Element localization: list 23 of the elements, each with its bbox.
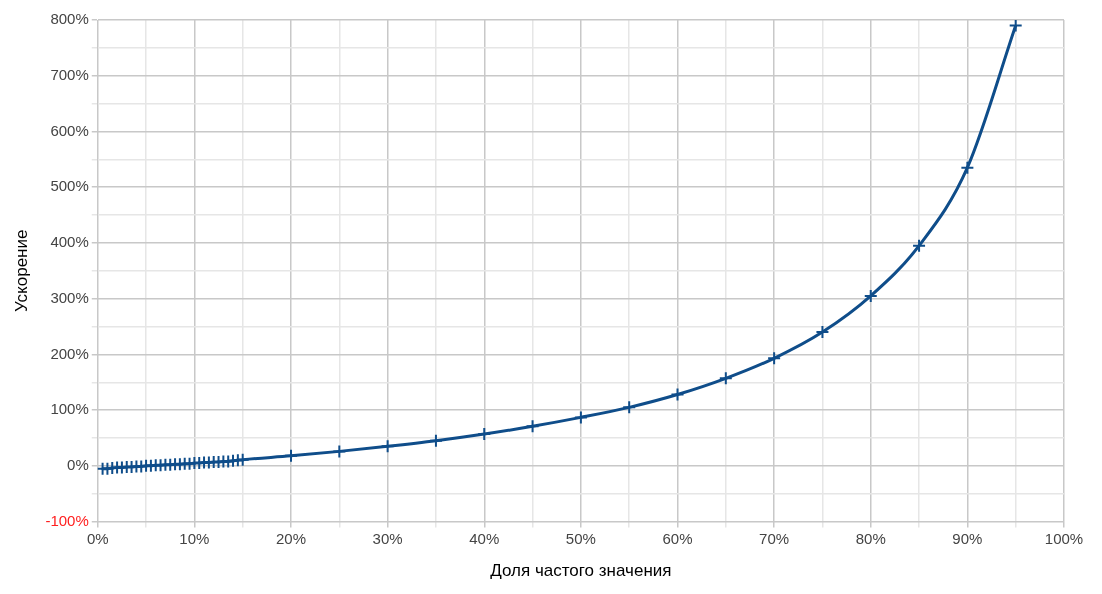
y-tick-label: 0% — [67, 456, 89, 474]
x-tick-label: 100% — [1044, 529, 1084, 547]
y-tick-label: 400% — [50, 233, 89, 251]
y-tick-label: 100% — [50, 400, 89, 418]
y-tick-label: 200% — [50, 344, 89, 362]
y-tick-label: -100% — [45, 511, 89, 529]
y-tick-label: 500% — [50, 177, 89, 195]
x-tick-label: 20% — [275, 529, 307, 547]
x-tick-label: 30% — [372, 529, 403, 547]
x-tick-label: 40% — [469, 529, 500, 547]
y-tick-label: 700% — [50, 65, 89, 83]
x-tick-label: 10% — [179, 529, 210, 547]
y-tick-label: 600% — [50, 121, 89, 139]
x-tick-label: 90% — [952, 529, 983, 547]
y-axis-title: Ускорение — [11, 229, 31, 313]
x-tick-label: 80% — [855, 529, 886, 547]
x-axis-title: Доля частого значения — [490, 561, 672, 581]
y-tick-label: 300% — [50, 288, 89, 306]
y-tick-label: 800% — [50, 10, 89, 28]
x-tick-label: 70% — [759, 529, 790, 547]
x-tick-label: 0% — [86, 529, 109, 547]
x-tick-label: 50% — [565, 529, 596, 547]
x-tick-label: 60% — [662, 529, 693, 547]
